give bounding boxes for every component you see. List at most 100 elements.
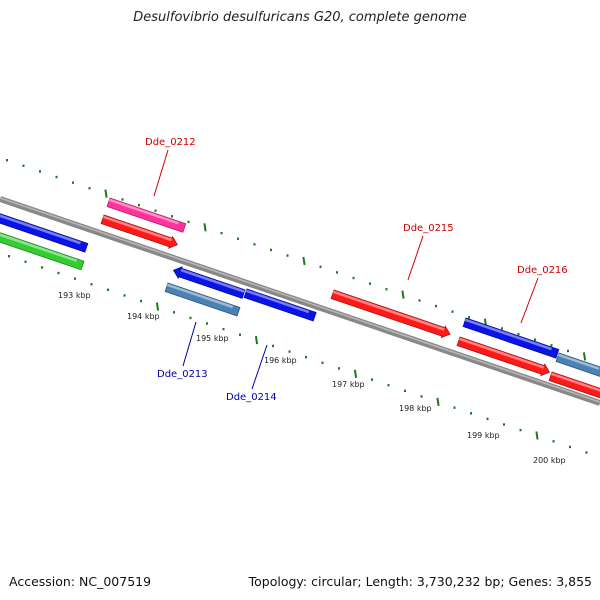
inner-minor-tick	[239, 333, 241, 336]
genome-backbone	[0, 196, 600, 406]
inner-minor-tick	[552, 440, 555, 443]
map-title: Desulfovibrio desulfuricans G20, complet…	[133, 10, 467, 25]
inner-major-tick	[155, 302, 160, 311]
kbp-label: 197 kbp	[332, 380, 365, 389]
inner-major-tick	[535, 431, 539, 440]
outer-major-tick	[104, 189, 108, 198]
inner-minor-tick	[321, 361, 324, 364]
gene-green-left-shine	[0, 231, 78, 263]
inner-minor-tick	[387, 384, 390, 387]
outer-minor-tick	[385, 288, 388, 291]
outer-minor-tick	[451, 310, 454, 313]
outer-minor-tick	[534, 338, 536, 341]
leader-dde0216	[520, 277, 539, 324]
gene-label: Dde_0212	[145, 137, 196, 148]
kbp-label: 195 kbp	[196, 334, 229, 343]
inner-major-tick	[254, 336, 259, 345]
outer-minor-tick	[22, 164, 25, 168]
gene-dde0213-blue	[172, 266, 246, 299]
outer-major-tick	[203, 223, 207, 232]
outer-minor-tick	[517, 332, 520, 336]
gene-steel	[164, 282, 241, 317]
kbp-label: 194 kbp	[127, 312, 160, 321]
inner-minor-tick	[486, 417, 489, 421]
outer-minor-tick	[88, 187, 91, 190]
genome-summary-text: Topology: circular; Length: 3,730,232 bp…	[248, 574, 592, 589]
outer-minor-tick	[121, 198, 124, 201]
kbp-label: 193 kbp	[58, 291, 91, 300]
inner-major-tick	[353, 369, 358, 378]
outer-minor-tick	[138, 203, 140, 207]
outer-minor-tick	[187, 220, 190, 224]
outer-minor-tick	[253, 243, 256, 246]
outer-minor-tick	[352, 276, 355, 280]
inner-minor-tick	[272, 344, 274, 348]
outer-minor-tick	[220, 231, 223, 235]
gene-label: Dde_0213	[157, 369, 208, 380]
outer-minor-tick	[237, 237, 239, 240]
inner-minor-tick	[189, 316, 192, 320]
outer-minor-tick	[501, 327, 503, 330]
leader-dde0214	[251, 344, 268, 390]
gene-dde0215-red-shine	[332, 290, 445, 331]
outer-minor-tick	[55, 175, 58, 179]
gene-dde0212-pink-shine	[108, 198, 179, 225]
gene-steel-shine	[166, 283, 234, 309]
gene-dde0212-pink	[106, 197, 187, 233]
gene-dde0216-blue-shine	[464, 318, 552, 351]
inner-minor-tick	[140, 299, 142, 303]
inner-minor-tick	[90, 283, 93, 286]
leader-dde0213	[182, 321, 197, 367]
label-leader-lines	[153, 149, 539, 390]
inner-minor-tick	[371, 378, 373, 381]
leader-dde0212	[153, 149, 169, 197]
outer-minor-tick	[319, 265, 322, 268]
gene-steel-right	[555, 352, 600, 379]
genome-backbone-highlight	[0, 197, 600, 403]
outer-major-tick	[302, 256, 306, 266]
outer-minor-tick	[418, 299, 421, 302]
inner-minor-tick	[222, 327, 225, 331]
gene-steel-right-shine	[557, 353, 600, 370]
gene-dde0214-blue	[243, 288, 317, 322]
inner-minor-tick	[8, 255, 10, 258]
gene-dde0214-blue-shine	[245, 289, 310, 314]
inner-minor-tick	[420, 395, 423, 398]
inner-minor-tick	[519, 428, 522, 432]
outer-major-tick	[582, 352, 587, 361]
inner-minor-tick	[41, 266, 43, 269]
outer-minor-tick	[567, 349, 569, 353]
inner-tick-row	[8, 255, 588, 454]
kbp-label: 198 kbp	[399, 404, 432, 413]
accession-text: Accession: NC_007519	[9, 574, 152, 589]
inner-minor-tick	[503, 423, 505, 426]
outer-minor-tick	[154, 209, 157, 212]
inner-minor-tick	[57, 271, 60, 275]
outer-tick-row	[6, 159, 587, 361]
inner-minor-tick	[288, 350, 291, 353]
outer-minor-tick	[6, 159, 8, 162]
inner-major-tick	[436, 397, 440, 407]
gene-green-left	[0, 230, 85, 271]
outer-minor-tick	[171, 215, 173, 218]
inner-minor-tick	[173, 311, 175, 314]
gene-red-0212b-shine	[102, 215, 172, 242]
outer-minor-tick	[286, 254, 289, 257]
outer-minor-tick	[39, 170, 41, 173]
gene-dde0213-blue-shine	[180, 268, 245, 293]
gene-red-far-right-shine	[550, 372, 600, 393]
outer-minor-tick	[468, 316, 470, 319]
inner-minor-tick	[470, 412, 472, 415]
gene-blue-left	[0, 211, 89, 253]
inner-minor-tick	[305, 355, 307, 359]
gene-red-far-right	[548, 371, 600, 401]
inner-minor-tick	[123, 294, 126, 297]
inner-minor-tick	[338, 367, 340, 370]
gene-dde0215-red	[330, 289, 451, 339]
gene-label: Dde_0215	[403, 223, 454, 234]
inner-minor-tick	[107, 288, 109, 292]
inner-minor-tick	[569, 445, 571, 449]
gene-red-0212b	[100, 214, 178, 249]
inner-minor-tick	[404, 389, 406, 393]
